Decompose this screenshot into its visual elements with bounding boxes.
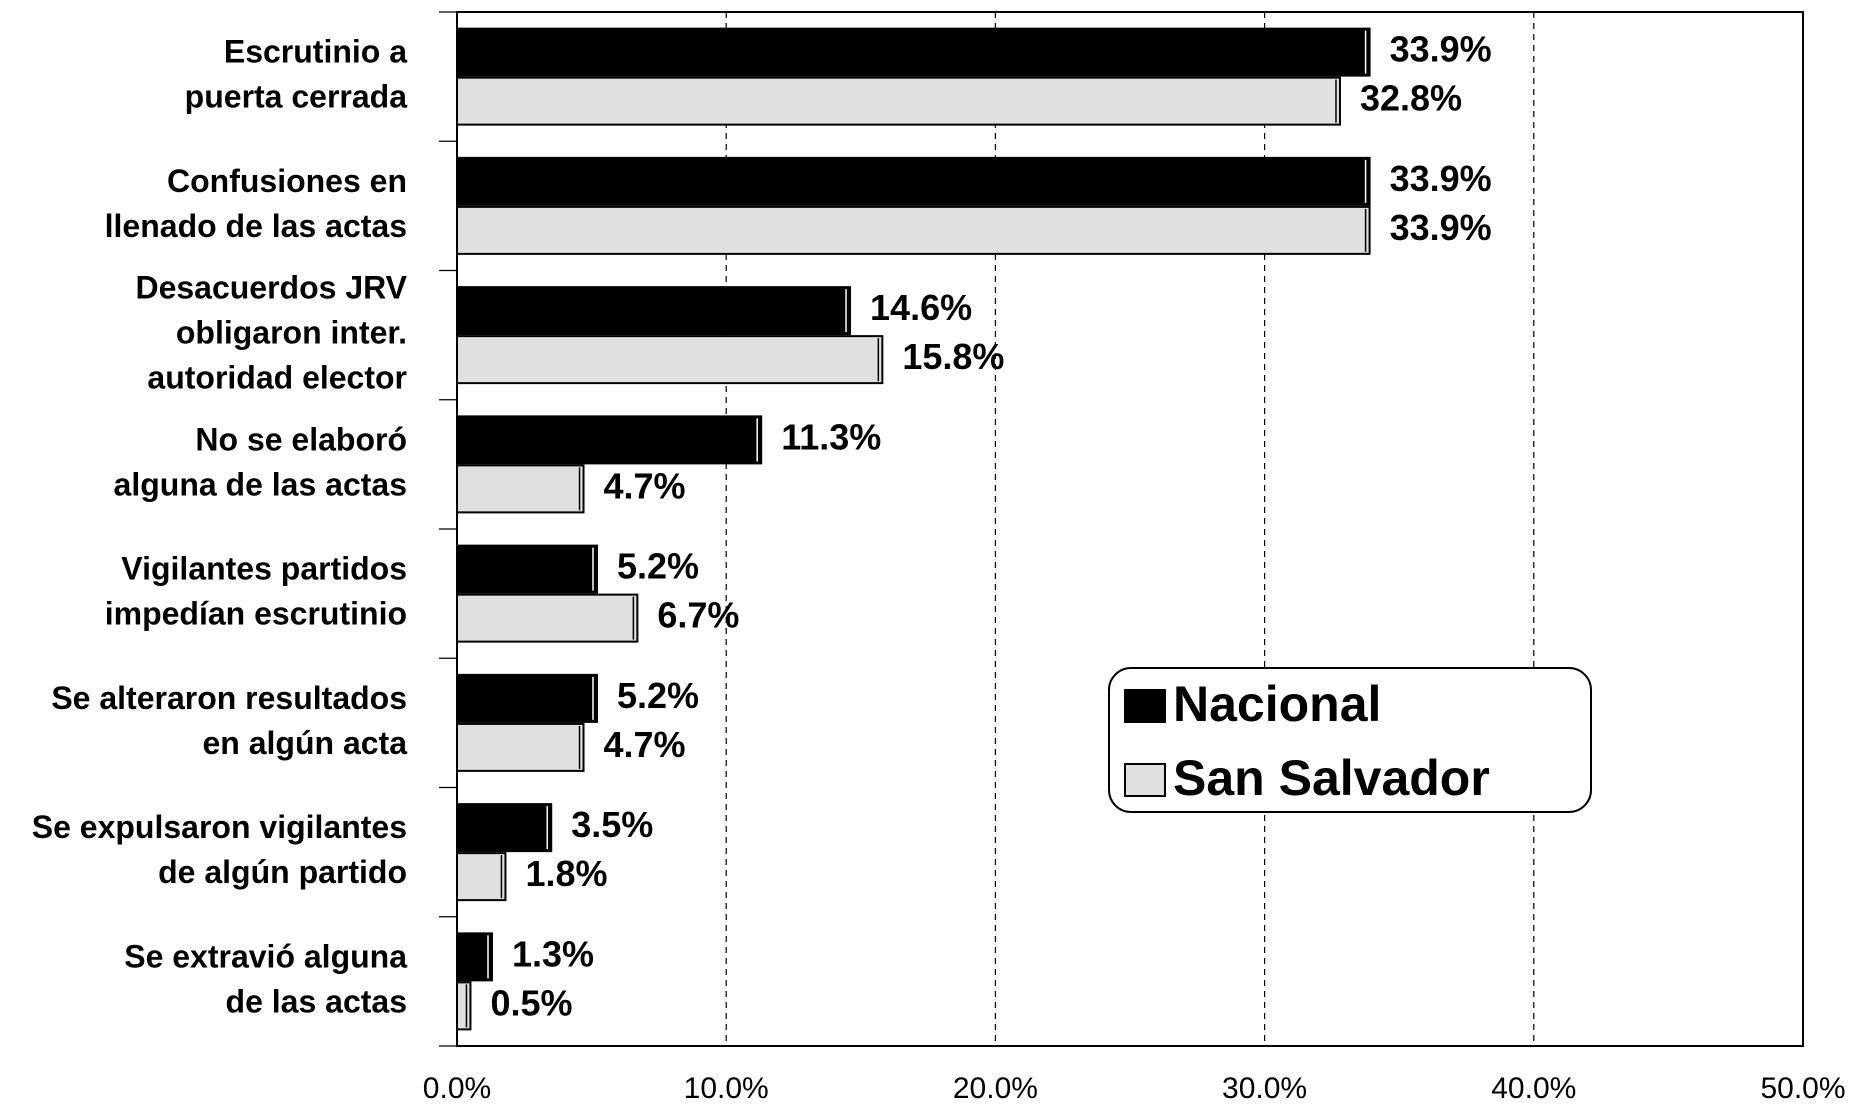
plot-frame: [456, 11, 1804, 1047]
bar: [456, 286, 852, 336]
bar: [456, 722, 585, 772]
value-label: 32.8%: [1360, 78, 1462, 119]
value-label: 0.5%: [490, 982, 572, 1023]
legend-label: San Salvador: [1173, 750, 1490, 806]
category-label: Confusiones en: [167, 163, 407, 199]
x-tick-label: 0.0%: [423, 1072, 491, 1105]
category-label: Vigilantes partidos: [121, 551, 407, 587]
category-label: Se expulsaron vigilantes: [32, 809, 407, 845]
value-label: 4.7%: [604, 465, 686, 506]
category-label: en algún acta: [203, 725, 408, 761]
value-label: 33.9%: [1390, 158, 1492, 199]
category-label: alguna de las actas: [114, 466, 407, 502]
legend-label: Nacional: [1173, 676, 1381, 732]
bar: [456, 27, 1371, 77]
value-label: 33.9%: [1390, 29, 1492, 70]
x-tick-label: 40.0%: [1491, 1072, 1576, 1105]
bar: [456, 464, 585, 514]
bar: [456, 803, 553, 853]
x-tick-label: 30.0%: [1222, 1072, 1307, 1105]
bar: [456, 544, 598, 594]
bar: [456, 156, 1371, 206]
category-label: No se elaboró: [195, 421, 407, 457]
x-tick-label: 10.0%: [684, 1072, 769, 1105]
bar: [456, 852, 507, 902]
category-label: impedían escrutinio: [105, 596, 407, 632]
value-label: 5.2%: [617, 675, 699, 716]
category-label: Escrutinio a: [224, 34, 407, 70]
bar: [456, 593, 639, 643]
x-tick-label: 50.0%: [1760, 1072, 1845, 1105]
value-label: 11.3%: [781, 416, 881, 457]
x-tick-label: 20.0%: [953, 1072, 1038, 1105]
bar: [456, 673, 598, 723]
value-label: 1.3%: [512, 933, 594, 974]
bar: [456, 932, 493, 982]
category-label: puerta cerrada: [185, 79, 408, 115]
bar: [456, 76, 1341, 126]
bar: [456, 981, 472, 1031]
value-label: 6.7%: [657, 595, 739, 636]
category-label: llenado de las actas: [105, 208, 407, 244]
category-label: Se alteraron resultados: [51, 680, 407, 716]
category-label: autoridad elector: [147, 360, 407, 396]
category-label: Desacuerdos JRV: [135, 270, 407, 306]
legend-box: [1108, 667, 1592, 813]
value-label: 1.8%: [525, 853, 607, 894]
category-label: obligaron inter.: [176, 315, 407, 351]
category-label: de las actas: [226, 983, 407, 1019]
bar: [456, 205, 1371, 255]
legend-swatch: [1124, 689, 1166, 723]
value-label: 14.6%: [870, 287, 972, 328]
value-label: 3.5%: [571, 804, 653, 845]
legend-swatch: [1124, 763, 1166, 797]
value-label: 4.7%: [604, 724, 686, 765]
value-label: 33.9%: [1390, 207, 1492, 248]
category-label: de algún partido: [158, 854, 407, 890]
category-label: Se extravió alguna: [124, 938, 407, 974]
bar: [456, 415, 763, 465]
value-label: 5.2%: [617, 546, 699, 587]
value-label: 15.8%: [902, 336, 1004, 377]
bar: [456, 335, 884, 385]
